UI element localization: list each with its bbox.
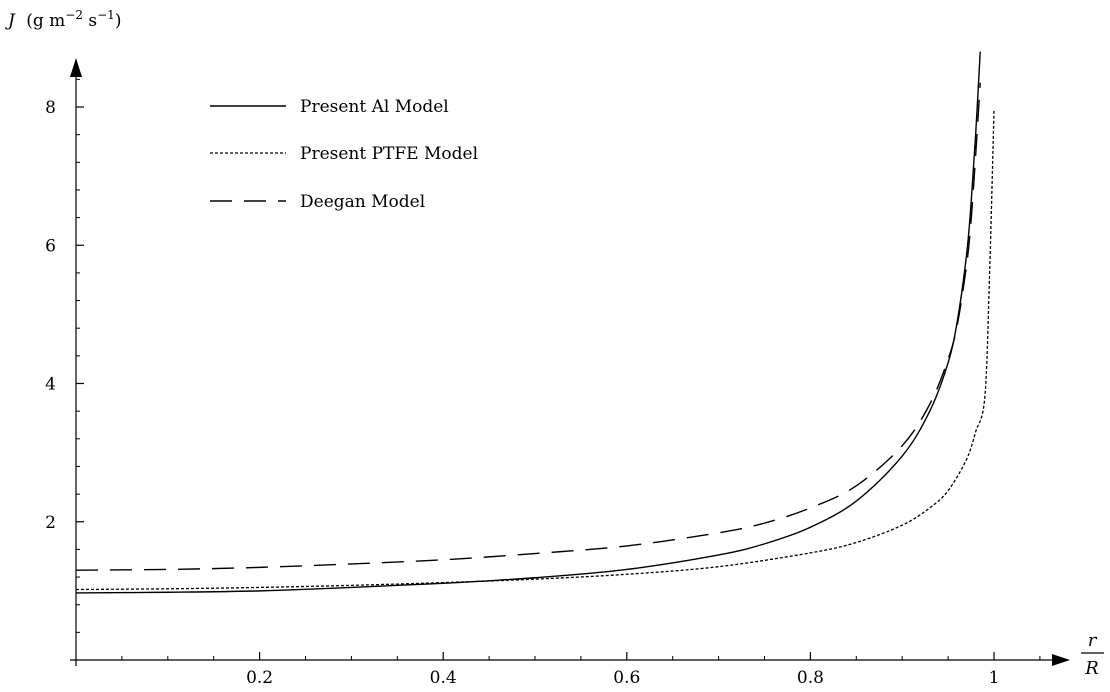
y-tick-label: 2 [45, 513, 56, 533]
minor-ticks [76, 78, 1041, 660]
legend-label-al: Present Al Model [300, 97, 449, 117]
y-axis-units-exp1: −2 [65, 8, 83, 22]
x-tick-label: 0.2 [246, 668, 273, 688]
y-axis-arrow-icon [70, 58, 82, 77]
series-line-deegan [75, 82, 981, 571]
legend-label-deegan: Deegan Model [300, 192, 425, 212]
x-axis-title: r R [1081, 630, 1104, 679]
x-axis-denominator: R [1084, 658, 1099, 679]
axes [70, 58, 1070, 666]
x-tick-label: 0.6 [613, 668, 640, 688]
y-tick-label: 6 [45, 236, 56, 256]
y-axis-title: J (g m−2 s−1) [5, 8, 121, 31]
y-axis-units-exp2: −1 [97, 8, 115, 22]
x-tick-label: 0.4 [430, 668, 457, 688]
x-axis-numerator: r [1088, 630, 1098, 651]
y-tick-label: 4 [45, 375, 56, 395]
legend: Present Al Model Present PTFE Model Deeg… [210, 97, 478, 212]
y-axis-units-close: ) [115, 11, 122, 31]
x-tick-label: 1 [989, 668, 1000, 688]
y-axis-symbol: J [5, 11, 16, 31]
series-line-al [75, 51, 981, 594]
y-axis-units-mid: s [83, 11, 97, 31]
x-axis-arrow-icon [1052, 654, 1070, 666]
y-axis-units-open: (g m [26, 11, 65, 31]
legend-item-ptfe: Present PTFE Model [210, 144, 478, 164]
series-line-ptfe [75, 110, 995, 591]
major-ticks [76, 106, 995, 660]
x-tick-label: 0.8 [797, 668, 824, 688]
tick-labels: 0.2 0.4 0.6 0.8 1 2 4 6 8 [45, 98, 999, 688]
legend-item-al: Present Al Model [210, 97, 449, 117]
legend-item-deegan: Deegan Model [210, 192, 425, 212]
series-layer [75, 51, 995, 594]
y-tick-label: 8 [45, 98, 56, 118]
legend-label-ptfe: Present PTFE Model [300, 144, 478, 164]
